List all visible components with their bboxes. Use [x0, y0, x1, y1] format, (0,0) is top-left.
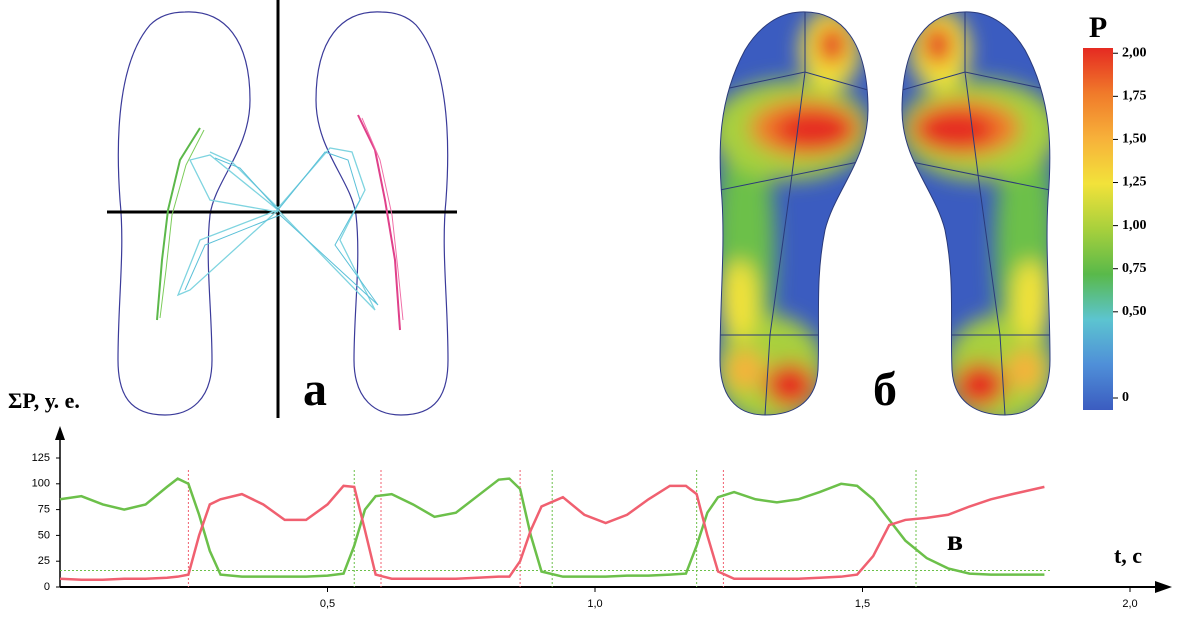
y-tick-label: 75	[38, 504, 50, 516]
panel-a: а	[107, 0, 457, 418]
colorbar	[1083, 48, 1113, 410]
colorbar-tick-label: 1,50	[1122, 132, 1147, 147]
colorbar-tick-label: 1,00	[1122, 218, 1147, 233]
y-axis-arrow	[55, 426, 65, 440]
y-tick-label: 125	[32, 452, 50, 464]
x-tick-label: 0,5	[320, 598, 335, 610]
y-tick-label: 0	[44, 581, 50, 593]
x-axis-arrow	[1155, 581, 1172, 593]
panel-label: б	[873, 363, 897, 416]
colorbar-tick-label: 1,75	[1122, 89, 1147, 104]
chart: ΣP, у. е. t, c в 0 25 50 75 100 125 0,5 1,0 1,5 2…	[8, 388, 1172, 610]
colorbar-tick-label: 2,00	[1122, 45, 1147, 60]
x-tick-label: 1,5	[855, 598, 870, 610]
y-tick-label: 25	[38, 555, 50, 567]
x-tick-label: 1,0	[587, 598, 602, 610]
panel-b: б P	[710, 10, 1113, 425]
panel-label: а	[303, 363, 327, 416]
series-line	[59, 477, 1045, 578]
colorbar-tick-label: 0	[1122, 390, 1129, 405]
colorbar-tick-label: 1,25	[1122, 175, 1147, 190]
series-line	[59, 484, 1045, 582]
colorbar-title: P	[1089, 11, 1107, 44]
panel-label: в	[947, 524, 963, 557]
y-tick-label: 100	[32, 478, 50, 490]
colorbar-tick-label: 0,50	[1122, 304, 1147, 319]
x-tick-label: 2,0	[1122, 598, 1137, 610]
colorbar-tick-label: 0,75	[1122, 261, 1147, 276]
y-tick-label: 50	[38, 529, 50, 541]
x-axis-label: t, c	[1114, 543, 1142, 568]
y-axis-label: ΣP, у. е.	[8, 388, 80, 413]
